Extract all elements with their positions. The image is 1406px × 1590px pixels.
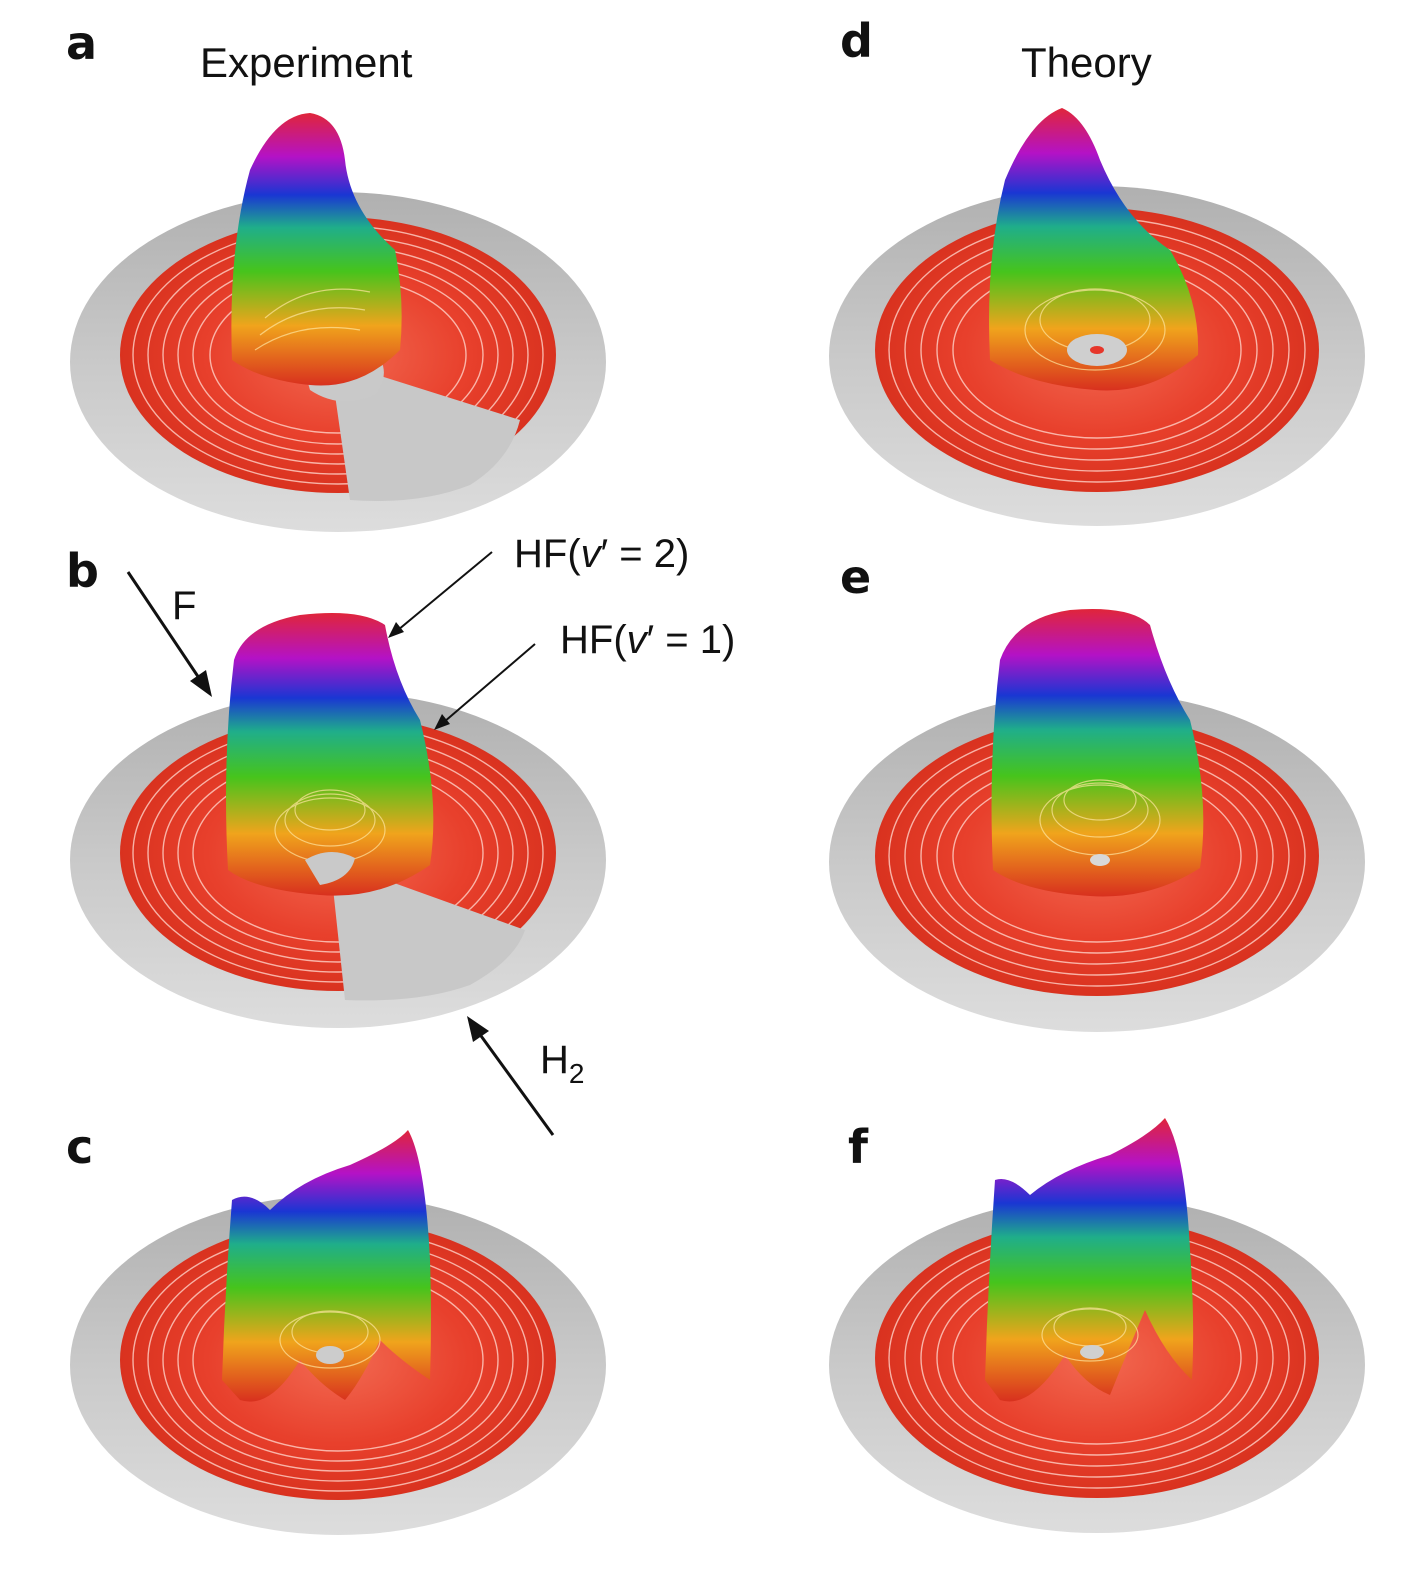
arrow-f-beam [126,571,212,697]
panel-letter-f: f [848,1120,869,1174]
label-h2-beam: H2 [540,1038,585,1089]
panel-letter-e: e [840,550,872,604]
arrow-hf-v2 [388,551,493,638]
panel-c-plot [70,1130,606,1535]
column-title-theory: Theory [1021,39,1152,86]
panel-letter-c: c [66,1120,94,1174]
panel-letter-a: a [66,16,98,70]
panel-f-plot [829,1118,1365,1533]
label-hf-v2: HF(v′ = 2) [514,532,690,576]
arrow-hf-v1 [434,643,536,730]
panel-letter-d: d [840,14,873,68]
panel-b-plot [70,612,606,1028]
column-title-experiment: Experiment [200,39,413,86]
label-f-beam: F [172,584,197,628]
panel-e-plot [829,609,1365,1032]
panel-a-plot [70,113,606,532]
label-hf-v1: HF(v′ = 1) [560,618,736,662]
panel-letter-b: b [66,544,99,598]
arrow-h2-beam [467,1016,555,1136]
panel-d-plot [829,108,1365,526]
